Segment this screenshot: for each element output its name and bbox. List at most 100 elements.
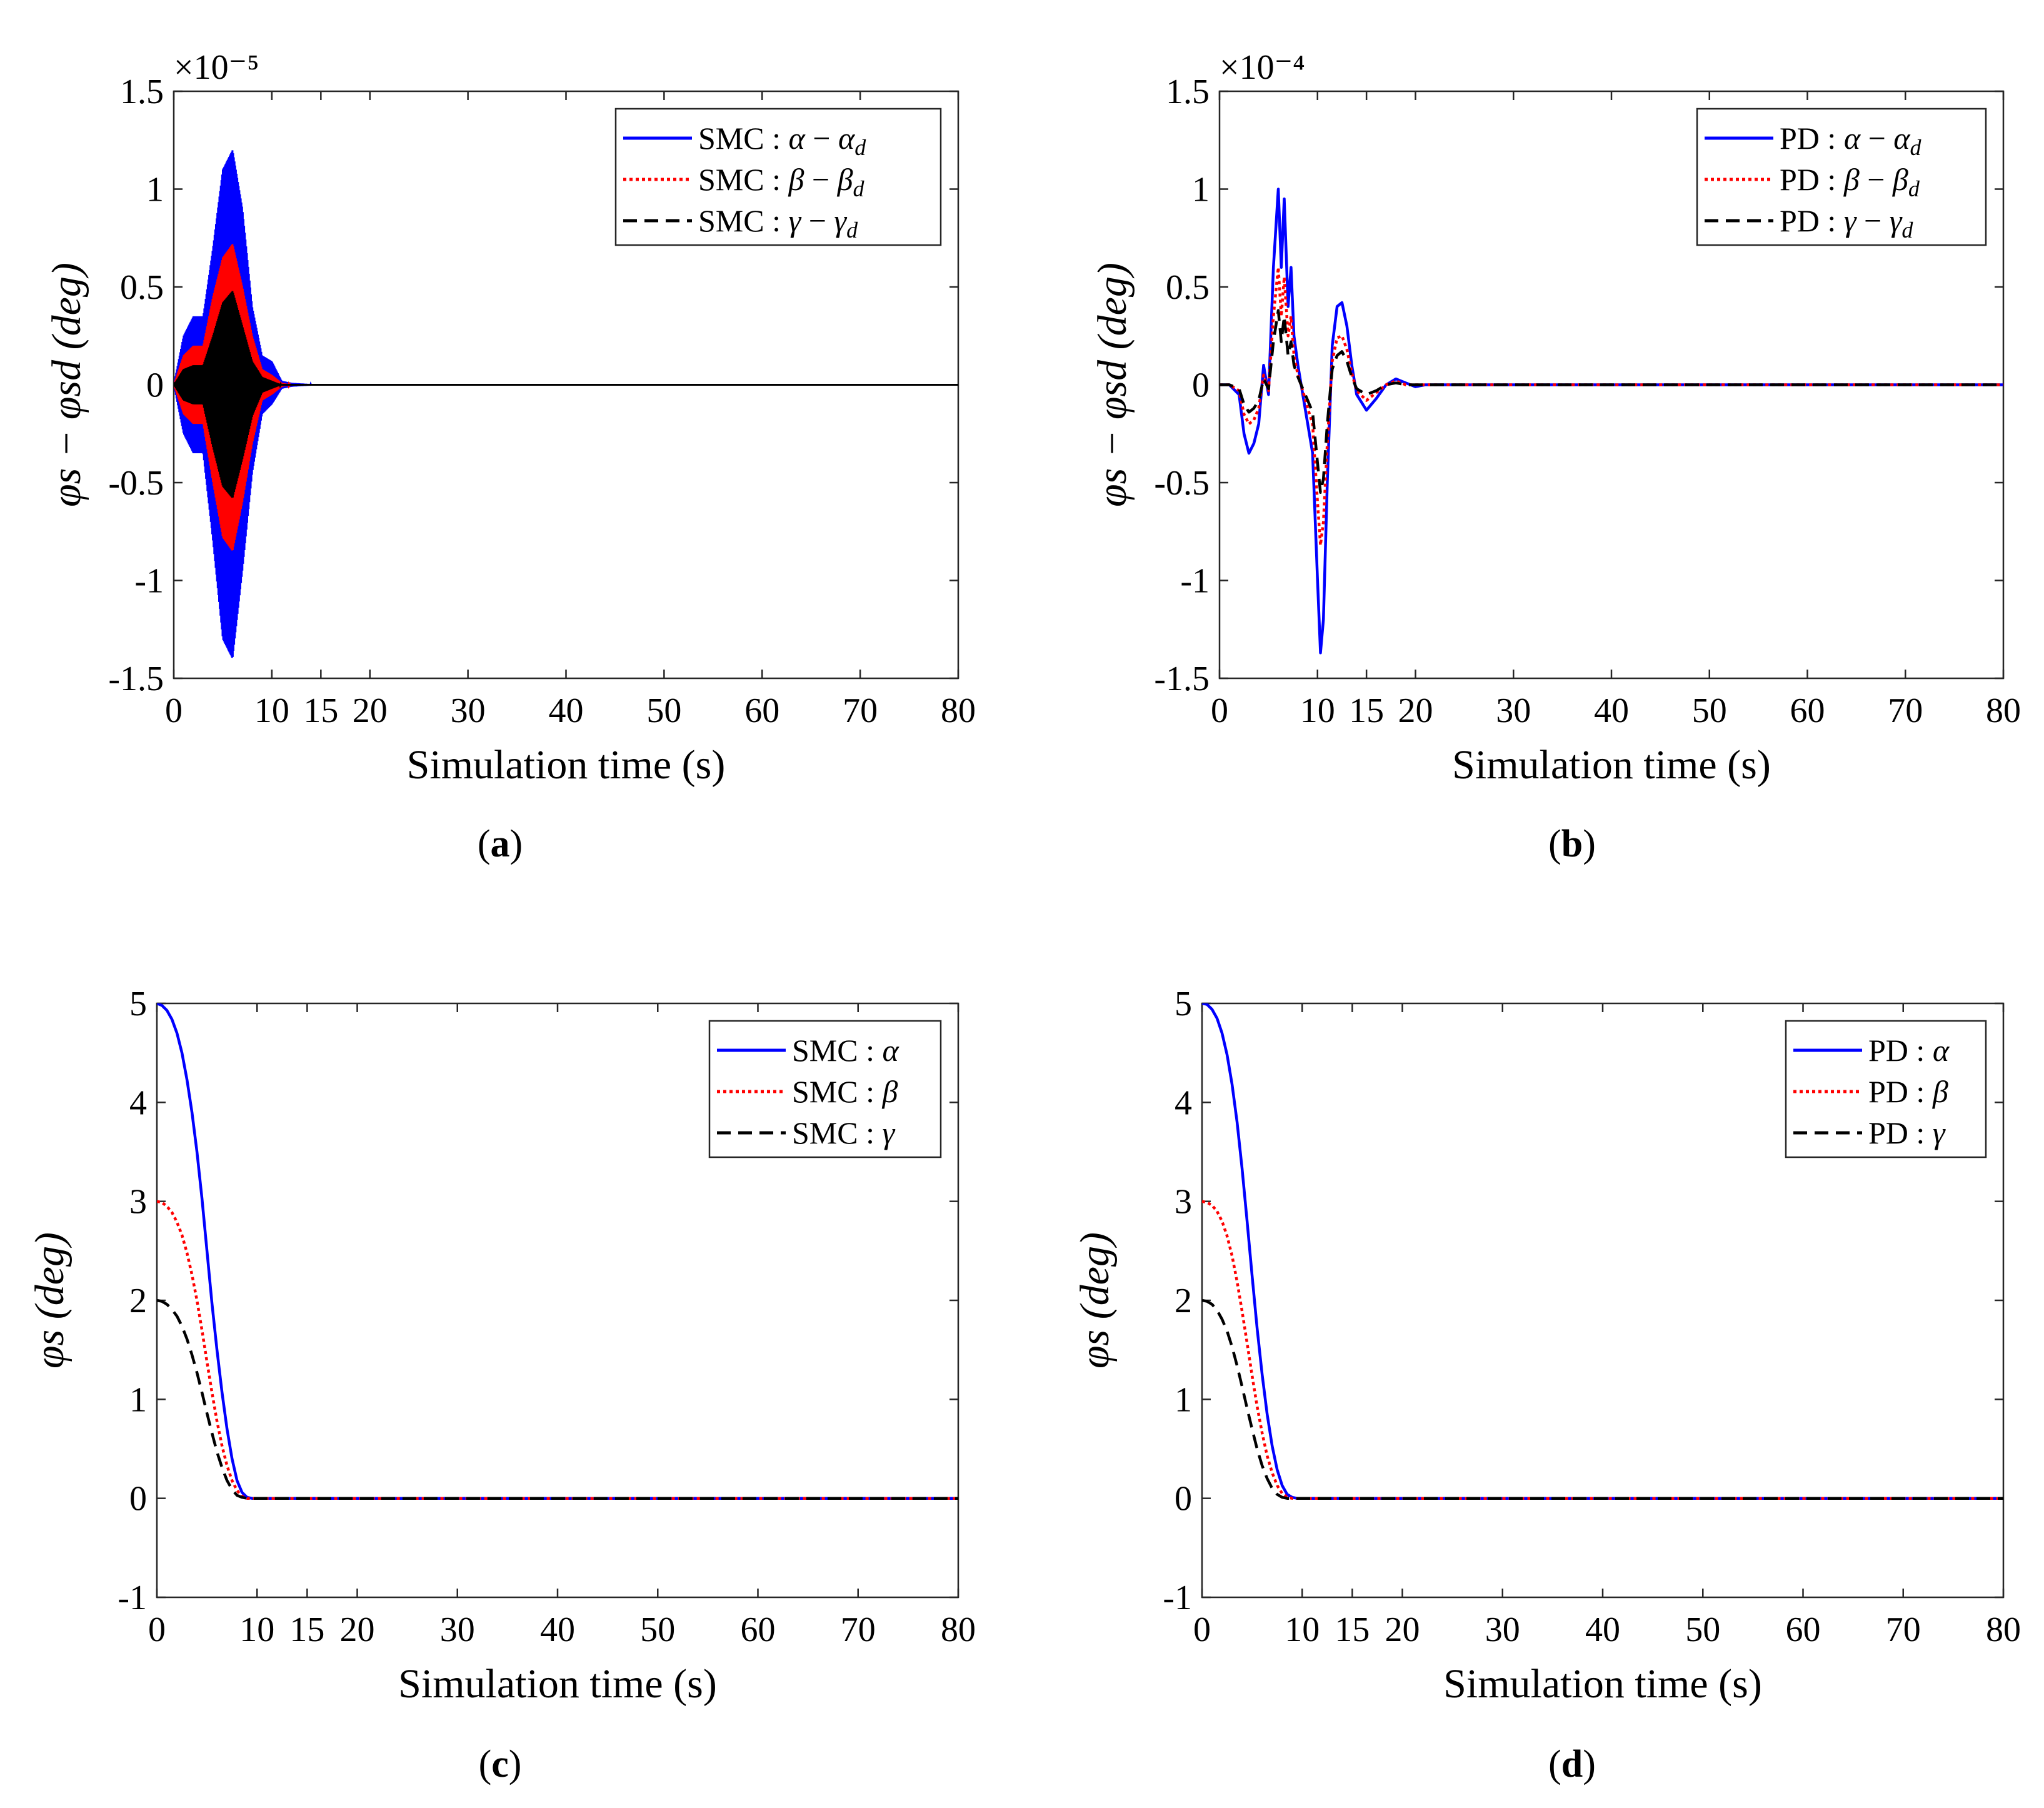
x-tick-label: 15 [303,691,338,730]
y-tick-label: 0 [146,366,164,405]
x-axis-label: Simulation time (s) [407,742,726,788]
x-tick-label: 0 [165,691,183,730]
y-tick-label: 0.5 [1166,268,1210,307]
y-tick-label: 1.5 [120,73,164,111]
x-tick-label: 70 [841,1610,876,1649]
x-tick-label: 40 [1594,691,1629,730]
x-tick-label: 50 [1692,691,1727,730]
legend-entry: SMC : β − βd [698,162,865,201]
y-tick-label: 1.5 [1166,73,1210,111]
x-axis-label: Simulation time (s) [1443,1661,1762,1707]
legend-c: SMC : α SMC : β SMC : γ [708,1020,942,1158]
axis-exponent: ×10⁻⁵ [174,48,259,87]
y-tick-label: 4 [1175,1083,1192,1122]
x-tick-label: 15 [1335,1610,1370,1649]
panel-caption: (d) [1548,1743,1596,1785]
y-tick-label: 0 [129,1480,147,1519]
y-tick-label: 1 [146,171,164,209]
x-tick-label: 30 [440,1610,475,1649]
y-tick-label: 2 [1175,1282,1192,1320]
x-tick-label: 20 [353,691,388,730]
x-tick-label: 80 [941,691,976,730]
x-axis-label: Simulation time (s) [398,1661,717,1707]
y-tick-label: 1 [1192,171,1210,209]
x-tick-label: 70 [843,691,878,730]
legend-entry: SMC : α − αd [698,121,866,160]
x-tick-label: 80 [1986,1610,2021,1649]
x-tick-label: 15 [289,1610,324,1649]
x-tick-label: 20 [340,1610,375,1649]
y-tick-label: 3 [129,1183,147,1222]
y-tick-label: 3 [1175,1183,1192,1222]
series-1-line [1202,1200,2003,1500]
legend-entry: SMC : γ [792,1115,896,1150]
legend-entry: SMC : α [792,1033,900,1068]
x-tick-label: 10 [1285,1610,1320,1649]
series-2-line [1202,1298,2003,1500]
x-tick-label: 40 [540,1610,575,1649]
x-tick-label: 40 [1585,1610,1620,1649]
legend-entry: PD : α − αd [1780,121,1922,160]
x-tick-label: 0 [148,1610,166,1649]
legend-entry: PD : γ [1868,1115,1946,1150]
y-axis-label: φs − φsd (deg) [44,263,89,507]
legend-box [1785,1020,1987,1158]
x-tick-label: 80 [1986,691,2021,730]
y-tick-label: 4 [129,1083,147,1122]
legend-box [708,1020,942,1158]
x-tick-label: 30 [1485,1610,1520,1649]
x-tick-label: 15 [1349,691,1384,730]
series-1-line [157,1200,958,1500]
y-axis-label: φs (deg) [1072,1232,1118,1369]
legend-entry: PD : γ − γd [1780,203,1913,243]
y-tick-label: 5 [1175,985,1192,1023]
panel-caption: (a) [478,823,523,865]
y-tick-label: 5 [129,985,147,1023]
legend-entry: PD : β − βd [1780,162,1920,201]
x-tick-label: 10 [1300,691,1335,730]
x-tick-label: 60 [744,691,779,730]
series-0-line [157,1003,958,1500]
y-tick-label: 0 [1192,366,1210,405]
x-tick-label: 10 [254,691,289,730]
x-tick-label: 40 [549,691,584,730]
chart-panel-a: -1.5 -1 -0.5 0 0.5 1 1.5 0 10 15 20 30 40 50 60 70 80 ×10… [44,48,976,865]
legend-box [614,108,942,246]
x-tick-label: 20 [1385,1610,1420,1649]
panel-caption: (b) [1548,823,1596,865]
series-2-line [157,1298,958,1500]
x-tick-label: 0 [1211,691,1228,730]
x-tick-label: 10 [239,1610,274,1649]
series-0-line [1202,1003,2003,1500]
y-tick-label: -0.5 [108,464,164,503]
y-tick-label: 1 [1175,1380,1192,1419]
y-tick-label: 0 [1175,1480,1192,1519]
panel-caption: (c) [479,1743,522,1785]
axis-exponent: ×10⁻⁴ [1220,48,1305,87]
y-tick-label: -1.5 [1154,660,1210,698]
y-tick-label: -0.5 [1154,464,1210,503]
legend-entry: PD : β [1868,1074,1948,1109]
x-tick-label: 60 [741,1610,776,1649]
y-tick-label: -1 [1163,1579,1192,1617]
x-tick-label: 70 [1886,1610,1921,1649]
series-2-line [1220,309,2003,494]
y-tick-label: -1 [118,1579,147,1617]
x-tick-label: 50 [1685,1610,1720,1649]
x-tick-label: 50 [640,1610,675,1649]
x-tick-label: 30 [1496,691,1531,730]
y-tick-label: 0.5 [120,268,164,307]
y-tick-label: 1 [129,1380,147,1419]
legend-entry: SMC : β [792,1074,898,1109]
y-tick-label: -1.5 [108,660,164,698]
x-axis-label: Simulation time (s) [1452,742,1771,788]
y-tick-label: 2 [129,1282,147,1320]
chart-panel-b: -1.5 -1 -0.5 0 0.5 1 1.5 0 10 15 20 30 40 50 60 70 80 ×10… [1090,48,2021,865]
y-axis-label: φs (deg) [27,1232,73,1369]
x-tick-label: 80 [941,1610,976,1649]
